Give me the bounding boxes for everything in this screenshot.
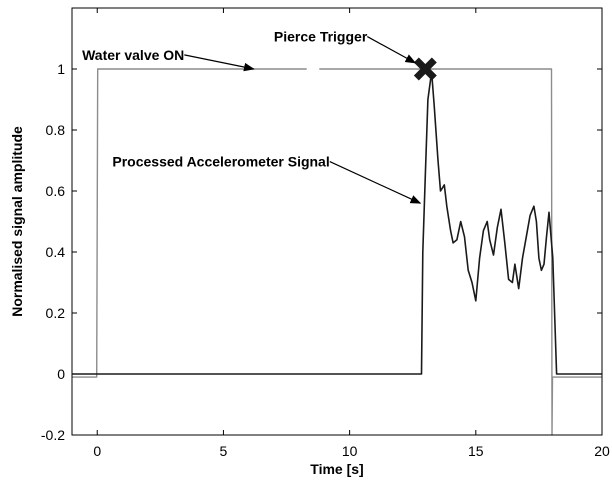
x-axis-label: Time [s] [310,461,363,477]
y-axis-label: Normalised signal amplitude [9,126,25,317]
x-tick-label: 10 [342,443,358,459]
y-tick-label: 0.6 [46,183,66,199]
x-tick-label: 0 [93,443,101,459]
pierce-trigger-marker [413,57,437,81]
series-line-accelerometer [72,71,602,375]
y-tick-label: 1 [57,61,65,77]
x-tick-label: 20 [594,443,610,459]
pierce-trigger-annotation-text: Pierce Trigger [274,29,368,45]
water-valve-annotation-text: Water valve ON [82,47,184,63]
accelerometer-annotation-arrow [329,161,422,204]
plot-area [72,8,602,435]
axes-frame [71,7,603,436]
x-tick-label: 5 [220,443,228,459]
y-tick-label: 0.4 [46,244,66,260]
series-layer [72,68,602,436]
y-tick-label: 0.8 [46,122,66,138]
accelerometer-annotation-text: Processed Accelerometer Signal [112,154,329,170]
y-tick-label: 0 [57,366,65,382]
pierce-trigger-annotation-arrow [367,36,417,64]
water-valve-annotation-arrow [184,54,255,72]
series-line-valve [72,68,602,436]
y-tick-label: 0.2 [46,305,66,321]
marker-layer [413,57,437,81]
y-tick-label: -0.2 [41,427,65,443]
annotation-layer: Water valve ON Pierce Trigger Processed Ac… [82,29,422,204]
x-tick-label: 15 [468,443,484,459]
